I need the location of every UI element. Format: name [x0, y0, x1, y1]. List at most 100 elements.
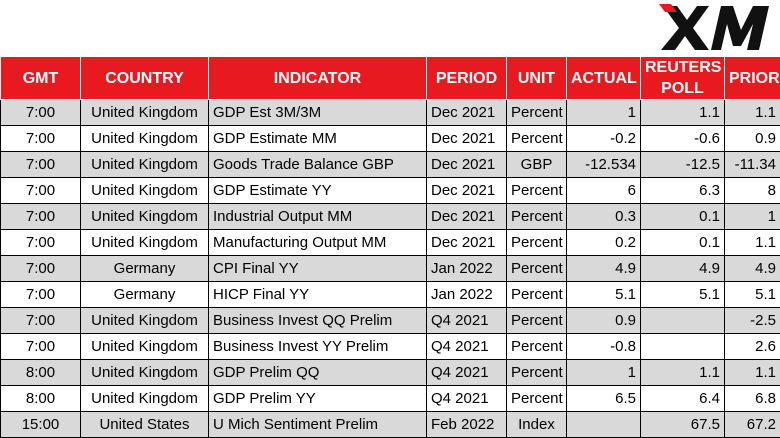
indicator-cell: Business Invest QQ Prelim — [209, 308, 427, 334]
country-cell: United Kingdom — [81, 152, 209, 178]
col-gmt[interactable]: GMT — [1, 57, 81, 100]
country-cell: United Kingdom — [81, 100, 209, 126]
col-actual[interactable]: ACTUAL — [567, 57, 641, 100]
country-cell: United Kingdom — [81, 308, 209, 334]
gmt-cell: 7:00 — [1, 178, 81, 204]
unit-cell: Percent — [507, 256, 567, 282]
actual-cell: 6 — [567, 178, 641, 204]
reuters-poll-cell: 67.5 — [641, 412, 725, 438]
period-cell: Feb 2022 — [427, 412, 507, 438]
col-indicator[interactable]: INDICATOR — [209, 57, 427, 100]
gmt-cell: 7:00 — [1, 334, 81, 360]
country-cell: United Kingdom — [81, 126, 209, 152]
country-cell: United Kingdom — [81, 386, 209, 412]
prior-cell: 6.8 — [725, 386, 780, 412]
actual-cell: 6.5 — [567, 386, 641, 412]
xm-logo-mark — [653, 0, 778, 56]
col-country[interactable]: COUNTRY — [81, 57, 209, 100]
reuters-poll-cell: 0.1 — [641, 204, 725, 230]
gmt-cell: 7:00 — [1, 256, 81, 282]
gmt-cell: 7:00 — [1, 100, 81, 126]
country-cell: United Kingdom — [81, 230, 209, 256]
actual-cell: -0.2 — [567, 126, 641, 152]
period-cell: Dec 2021 — [427, 126, 507, 152]
gmt-cell: 7:00 — [1, 204, 81, 230]
unit-cell: Percent — [507, 334, 567, 360]
actual-cell: 4.9 — [567, 256, 641, 282]
reuters-poll-cell: -0.6 — [641, 126, 725, 152]
period-cell: Dec 2021 — [427, 178, 507, 204]
prior-cell: 1.1 — [725, 230, 780, 256]
indicator-cell: GDP Prelim QQ — [209, 360, 427, 386]
prior-cell: -11.34 — [725, 152, 780, 178]
reuters-poll-cell: 6.3 — [641, 178, 725, 204]
indicator-cell: HICP Final YY — [209, 282, 427, 308]
col-reuters-poll[interactable]: REUTERS POLL — [641, 57, 725, 100]
prior-cell: 5.1 — [725, 282, 780, 308]
reuters-poll-cell: 1.1 — [641, 100, 725, 126]
indicator-cell: Industrial Output MM — [209, 204, 427, 230]
gmt-cell: 8:00 — [1, 360, 81, 386]
unit-cell: Percent — [507, 100, 567, 126]
period-cell: Dec 2021 — [427, 152, 507, 178]
prior-cell: 2.6 — [725, 334, 780, 360]
reuters-poll-cell: -12.5 — [641, 152, 725, 178]
unit-cell: Percent — [507, 360, 567, 386]
prior-cell: -2.5 — [725, 308, 780, 334]
actual-cell: 0.9 — [567, 308, 641, 334]
period-cell: Dec 2021 — [427, 204, 507, 230]
gmt-cell: 7:00 — [1, 308, 81, 334]
period-cell: Q4 2021 — [427, 360, 507, 386]
gmt-cell: 7:00 — [1, 282, 81, 308]
indicator-cell: Manufacturing Output MM — [209, 230, 427, 256]
col-period[interactable]: PERIOD — [427, 57, 507, 100]
actual-cell: 0.3 — [567, 204, 641, 230]
unit-cell: GBP — [507, 152, 567, 178]
prior-cell: 4.9 — [725, 256, 780, 282]
indicator-cell: Business Invest YY Prelim — [209, 334, 427, 360]
gmt-cell: 8:00 — [1, 386, 81, 412]
reuters-poll-cell: 6.4 — [641, 386, 725, 412]
country-cell: United States — [81, 412, 209, 438]
actual-cell: 1 — [567, 360, 641, 386]
reuters-poll-cell — [641, 308, 725, 334]
unit-cell: Percent — [507, 386, 567, 412]
reuters-poll-cell: 0.1 — [641, 230, 725, 256]
actual-cell: 0.2 — [567, 230, 641, 256]
gmt-cell: 7:00 — [1, 230, 81, 256]
indicator-cell: Goods Trade Balance GBP — [209, 152, 427, 178]
col-prior[interactable]: PRIOR — [725, 57, 780, 100]
period-cell: Jan 2022 — [427, 282, 507, 308]
prior-cell: 1.1 — [725, 100, 780, 126]
gmt-cell: 15:00 — [1, 412, 81, 438]
indicator-cell: GDP Estimate YY — [209, 178, 427, 204]
unit-cell: Percent — [507, 308, 567, 334]
unit-cell: Percent — [507, 126, 567, 152]
country-cell: Germany — [81, 256, 209, 282]
indicator-cell: U Mich Sentiment Prelim — [209, 412, 427, 438]
indicator-cell: CPI Final YY — [209, 256, 427, 282]
actual-cell: -0.8 — [567, 334, 641, 360]
gmt-cell: 7:00 — [1, 152, 81, 178]
country-cell: Germany — [81, 282, 209, 308]
col-unit[interactable]: UNIT — [507, 57, 567, 100]
unit-cell: Percent — [507, 178, 567, 204]
unit-cell: Percent — [507, 230, 567, 256]
prior-cell: 1 — [725, 204, 780, 230]
period-cell: Jan 2022 — [427, 256, 507, 282]
country-cell: United Kingdom — [81, 360, 209, 386]
actual-cell: -12.534 — [567, 152, 641, 178]
